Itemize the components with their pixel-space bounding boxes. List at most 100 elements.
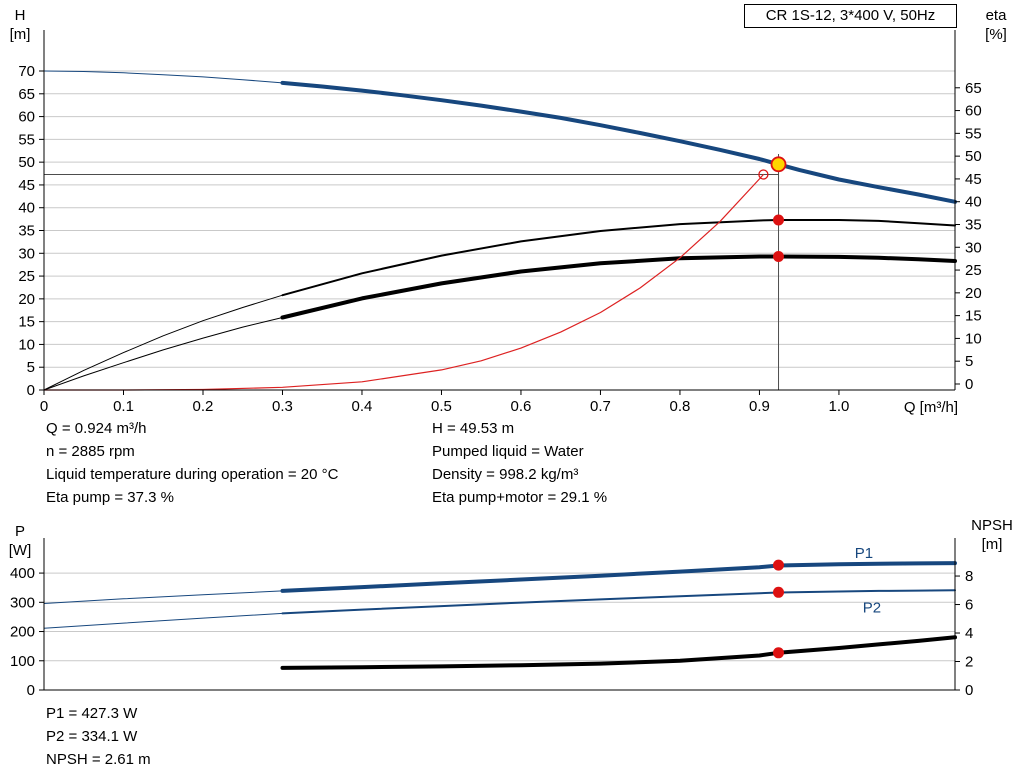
y-tick-label-right: 50 (965, 148, 982, 165)
y-axis-title-eta-unit: [%] (985, 26, 1007, 43)
y-tick-label-left: 55 (18, 131, 35, 148)
y-tick-label-left: 200 (10, 624, 35, 641)
y-tick-label-right: 65 (965, 80, 982, 97)
info-line-density: Density = 998.2 kg/m³ (432, 466, 579, 483)
y-tick-label-left: 400 (10, 565, 35, 582)
system-curve (43, 173, 765, 391)
y-tick-label-left: 45 (18, 177, 35, 194)
info-line-eta-pump: Eta pump = 37.3 % (46, 489, 174, 506)
system-intersection-point (758, 169, 769, 180)
eta-pump-operating-point (773, 214, 784, 226)
info-line-npsh: NPSH = 2.61 m (46, 751, 151, 768)
y-axis-title-eta-symbol: eta (985, 7, 1007, 24)
y-tick-label-left: 15 (18, 314, 35, 331)
y-tick-label-left: 300 (10, 594, 35, 611)
p1-curve (280, 561, 957, 593)
x-tick-label: 0.8 (670, 398, 691, 415)
y-tick-label-right: 40 (965, 194, 982, 211)
x-tick-label: 0.6 (511, 398, 532, 415)
x-tick-label: 0.7 (590, 398, 611, 415)
y-tick-label-right: 20 (965, 285, 982, 302)
y-tick-label-left: 50 (18, 154, 35, 171)
info-line-liquid: Pumped liquid = Water (432, 443, 584, 460)
y-tick-label-left: 65 (18, 86, 35, 103)
duty-info-left-column: Q = 0.924 m³/h n = 2885 rpm Liquid tempe… (46, 417, 338, 509)
qh-eta-chart: 0 5 10 15 20 25 30 35 40 45 50 55 60 65 70 0 5 10 15 20 25 30… (18, 30, 982, 415)
y-axis-title-p-symbol: P (14, 523, 25, 540)
x-tick-label: 0.9 (749, 398, 770, 415)
y-tick-label-right: 45 (965, 171, 982, 188)
y-axis-title-h-symbol: H (14, 7, 26, 24)
y-tick-label-right: 10 (965, 330, 982, 347)
y-tick-label-left: 0 (27, 682, 35, 699)
y-tick-label-right: 15 (965, 308, 982, 325)
y-tick-label-right: 5 (965, 353, 973, 370)
y-tick-label-left: 30 (18, 245, 35, 262)
y-tick-label-left: 35 (18, 223, 35, 240)
y-tick-label-right: 4 (965, 625, 973, 642)
power-info-column: P1 = 427.3 W P2 = 334.1 W NPSH = 2.61 m (46, 702, 151, 771)
x-tick-label: 0.1 (113, 398, 134, 415)
eta-pump-motor-operating-point (773, 251, 784, 262)
power-npsh-chart: 0 100 200 300 400 0 2 4 6 8 P1 P2 (10, 538, 973, 699)
y-tick-label-right: 25 (965, 262, 982, 279)
p2-curve (281, 589, 956, 615)
npsh-operating-point (773, 647, 784, 659)
y-tick-label-left: 20 (18, 291, 35, 308)
npsh-curve (280, 635, 957, 670)
y-tick-label-right: 0 (965, 682, 973, 699)
p1-lead (43, 590, 283, 604)
x-tick-label: 1.0 (829, 398, 850, 415)
pump-title-box: CR 1S-12, 3*400 V, 50Hz (744, 4, 957, 28)
y-tick-label-left: 0 (27, 382, 35, 399)
y-axis-title-npsh-unit: [m] (981, 536, 1003, 553)
p2-operating-point (773, 586, 784, 598)
p2-lead (43, 612, 283, 629)
y-tick-label-left: 40 (18, 200, 35, 217)
info-line-p1: P1 = 427.3 W (46, 705, 138, 722)
info-line-p2: P2 = 334.1 W (46, 728, 138, 745)
y-axis-title-p-unit: [W] (8, 542, 32, 559)
x-tick-label: 0.3 (272, 398, 293, 415)
x-tick-label: 0.2 (193, 398, 214, 415)
y-tick-label-left: 5 (27, 359, 35, 376)
y-tick-label-left: 25 (18, 268, 35, 285)
y-tick-label-left: 60 (18, 109, 35, 126)
y-tick-label-right: 2 (965, 654, 973, 671)
curve-label-p1: P1 (855, 545, 873, 562)
y-tick-label-right: 60 (965, 103, 982, 120)
y-tick-label-left: 100 (10, 653, 35, 670)
y-axis-title-npsh-symbol: NPSH (971, 517, 1013, 534)
y-tick-label-left: 70 (18, 63, 35, 80)
x-tick-label: 0.4 (352, 398, 373, 415)
info-line-head: H = 49.53 m (432, 420, 515, 437)
x-axis-title-q: Q [m³/h] (903, 399, 958, 416)
y-axis-title-p: P [W] (2, 522, 38, 560)
y-tick-label-right: 55 (965, 125, 982, 142)
y-tick-label-right: 35 (965, 216, 982, 233)
eta-pump-lead (43, 294, 283, 391)
y-axis-title-eta: eta [%] (972, 6, 1020, 44)
eta-pump-motor-curve (280, 254, 957, 320)
y-axis-title-npsh: NPSH [m] (962, 516, 1022, 554)
duty-point (770, 156, 787, 173)
x-tick-label: 0 (40, 398, 48, 415)
h-curve-lead (43, 70, 283, 84)
y-tick-label-right: 8 (965, 568, 973, 585)
p1-operating-point (773, 559, 784, 571)
y-axis-title-h-unit: [m] (9, 26, 31, 43)
info-line-q: Q = 0.924 m³/h (46, 420, 147, 437)
y-tick-label-right: 0 (965, 376, 973, 393)
h-curve (280, 80, 957, 204)
eta-pump-motor-lead (43, 317, 283, 391)
info-line-speed: n = 2885 rpm (46, 443, 135, 460)
y-axis-title-h: H [m] (2, 6, 38, 44)
x-tick-label: 0.5 (431, 398, 452, 415)
info-line-temperature: Liquid temperature during operation = 20… (46, 466, 339, 483)
y-tick-label-right: 30 (965, 239, 982, 256)
info-line-eta-pump-motor: Eta pump+motor = 29.1 % (432, 489, 608, 506)
duty-info-right-column: H = 49.53 m Pumped liquid = Water Densit… (432, 417, 607, 509)
curve-label-p2: P2 (863, 600, 881, 617)
